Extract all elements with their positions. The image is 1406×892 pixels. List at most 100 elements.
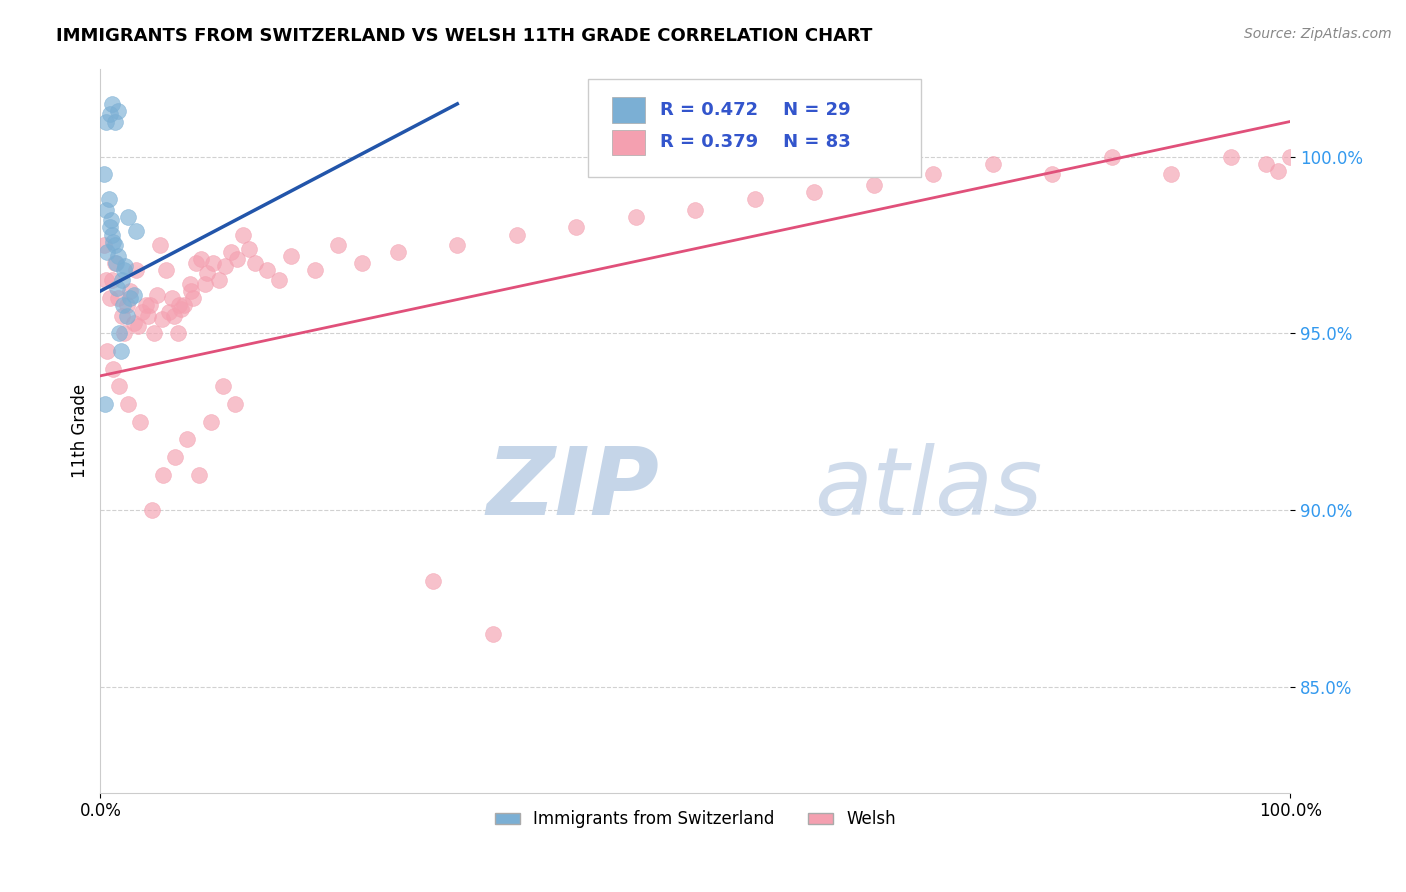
Point <box>117 397 139 411</box>
Point <box>114 260 136 274</box>
Point <box>122 316 145 330</box>
Point <box>166 326 188 341</box>
Point <box>267 273 290 287</box>
Point <box>304 263 326 277</box>
Point <box>107 103 129 118</box>
Point <box>96 114 118 128</box>
Point <box>105 280 128 294</box>
Point <box>212 379 235 393</box>
Point <box>224 397 246 411</box>
Point <box>1040 168 1063 182</box>
Point <box>128 415 150 429</box>
Point <box>96 245 118 260</box>
Point <box>96 202 118 217</box>
Point <box>115 298 138 312</box>
Point <box>803 185 825 199</box>
Point <box>1101 150 1123 164</box>
Point <box>107 291 129 305</box>
Point <box>150 312 173 326</box>
FancyBboxPatch shape <box>612 130 645 155</box>
Point <box>101 227 124 242</box>
Point <box>167 298 190 312</box>
Point <box>157 305 180 319</box>
Point <box>104 256 127 270</box>
Point <box>202 256 225 270</box>
Point <box>981 157 1004 171</box>
Point <box>146 287 169 301</box>
Point <box>122 287 145 301</box>
Point <box>170 301 193 316</box>
FancyBboxPatch shape <box>612 97 645 123</box>
Point <box>108 326 131 341</box>
Point <box>200 415 222 429</box>
Point <box>104 238 127 252</box>
Point <box>110 344 132 359</box>
Point <box>142 326 165 341</box>
Point <box>111 273 134 287</box>
Text: R = 0.379    N = 83: R = 0.379 N = 83 <box>659 134 851 152</box>
Point <box>125 224 148 238</box>
Point <box>1160 168 1182 182</box>
Point <box>180 284 202 298</box>
Point <box>744 192 766 206</box>
Point <box>98 291 121 305</box>
Point <box>115 309 138 323</box>
Point <box>131 305 153 319</box>
Point <box>1279 150 1302 164</box>
Text: ZIP: ZIP <box>486 442 659 534</box>
Point <box>103 235 125 249</box>
Point <box>104 256 127 270</box>
Point <box>387 245 409 260</box>
Y-axis label: 11th Grade: 11th Grade <box>72 384 89 477</box>
Point <box>190 252 212 267</box>
Text: IMMIGRANTS FROM SWITZERLAND VS WELSH 11TH GRADE CORRELATION CHART: IMMIGRANTS FROM SWITZERLAND VS WELSH 11T… <box>56 27 873 45</box>
Point <box>100 213 122 227</box>
Point <box>98 220 121 235</box>
Point <box>103 361 125 376</box>
Point <box>1267 164 1289 178</box>
FancyBboxPatch shape <box>588 79 921 178</box>
Point <box>93 238 115 252</box>
Point <box>112 326 135 341</box>
Point <box>96 344 118 359</box>
Point <box>117 210 139 224</box>
Point <box>181 291 204 305</box>
Point <box>165 450 187 464</box>
Point <box>111 309 134 323</box>
Legend: Immigrants from Switzerland, Welsh: Immigrants from Switzerland, Welsh <box>488 804 903 835</box>
Point <box>120 291 142 305</box>
Point <box>125 263 148 277</box>
Point <box>197 266 219 280</box>
Point <box>256 263 278 277</box>
Point <box>96 273 118 287</box>
Point <box>1256 157 1278 171</box>
Point <box>139 298 162 312</box>
Point <box>141 503 163 517</box>
Point <box>149 238 172 252</box>
Point <box>135 298 157 312</box>
Point <box>280 249 302 263</box>
Point <box>506 227 529 242</box>
Point <box>565 220 588 235</box>
Point <box>624 210 647 224</box>
Point <box>243 256 266 270</box>
Point <box>163 309 186 323</box>
Point <box>422 574 444 588</box>
Point <box>226 252 249 267</box>
Point <box>214 260 236 274</box>
Point <box>94 397 117 411</box>
Text: R = 0.472    N = 29: R = 0.472 N = 29 <box>659 101 851 119</box>
Point <box>208 273 231 287</box>
Point <box>1219 150 1241 164</box>
Text: atlas: atlas <box>814 443 1042 534</box>
Point <box>107 249 129 263</box>
Point <box>127 319 149 334</box>
Point <box>111 298 134 312</box>
Point <box>683 202 706 217</box>
Point <box>155 263 177 277</box>
Point <box>219 245 242 260</box>
Point <box>108 379 131 393</box>
Point <box>446 238 468 252</box>
Point <box>179 277 201 291</box>
Point <box>194 277 217 291</box>
